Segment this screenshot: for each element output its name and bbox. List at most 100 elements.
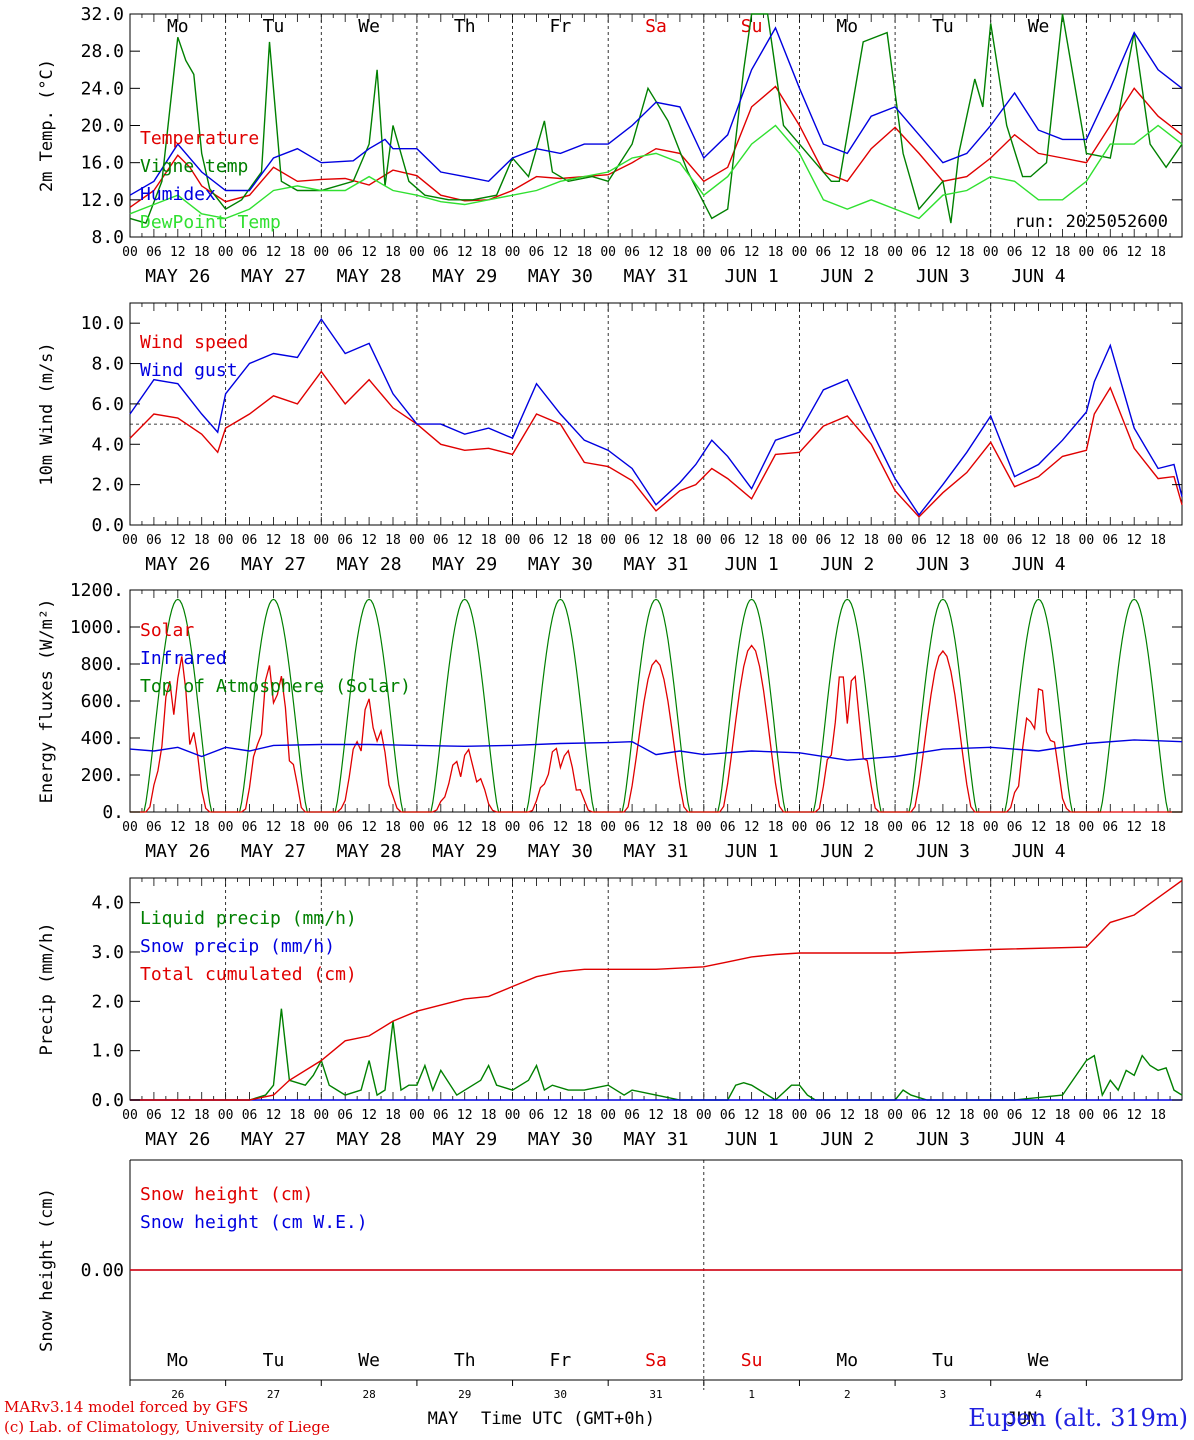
panel-2-hour-label: 06	[242, 533, 258, 548]
panel-1-hour-label: 00	[313, 245, 329, 260]
panel-1-date-label: MAY 31	[623, 266, 688, 287]
panel-1-day-abbr: Mo	[836, 16, 858, 37]
panel-1-legend-item: Vigne temp	[140, 156, 248, 177]
panel-3-hour-label: 06	[337, 820, 353, 835]
panel-1-hour-label: 18	[385, 245, 401, 260]
panel-1-hour-label: 12	[457, 245, 473, 260]
panel-1-date-label: MAY 27	[241, 266, 306, 287]
panel-2-hour-label: 00	[313, 533, 329, 548]
panel-1-hour-label: 18	[672, 245, 688, 260]
panel-3-hour-label: 12	[361, 820, 377, 835]
infrared-line	[129, 739, 1183, 761]
panel-1-hour-label: 06	[1007, 245, 1023, 260]
panel-1-frame	[129, 13, 1183, 238]
panel-4-hour-label: 06	[337, 1108, 353, 1123]
panel-3-date-label: MAY 27	[241, 841, 306, 862]
panel-2-ytick-label: 4.0	[91, 434, 124, 455]
panel-3-hour-label: 00	[983, 820, 999, 835]
panel-3-hour-label: 12	[648, 820, 664, 835]
panel-3-hour-label: 12	[1126, 820, 1142, 835]
panel-2-hour-label: 18	[1055, 533, 1071, 548]
panel-5-day-abbr: Sa	[645, 1350, 667, 1371]
panel-2-date-label: JUN 1	[725, 554, 779, 575]
panel-2-hour-label: 18	[481, 533, 497, 548]
panel-1-hour-label: 06	[1102, 245, 1118, 260]
panel-2-hour-label: 12	[457, 533, 473, 548]
month-label-jun: JUN	[1007, 1409, 1038, 1429]
panel-1-hour-label: 12	[170, 245, 186, 260]
panel-1-ylabel: 2m Temp. (°C)	[37, 59, 57, 192]
panel-1-hour-label: 12	[553, 245, 569, 260]
panel-1-ytick-label: 8.0	[91, 227, 124, 248]
panel-5-day-abbr: Tu	[932, 1350, 954, 1371]
panel-1-ytick-label: 28.0	[81, 41, 124, 62]
panel-4-hour-label: 12	[266, 1108, 282, 1123]
panel-4-hour-label: 06	[146, 1108, 162, 1123]
panel-3-ylabel: Energy fluxes (W/m²)	[37, 599, 57, 804]
panel-4-hour-label: 18	[863, 1108, 879, 1123]
panel-3-frame	[129, 589, 1183, 813]
panel-4-ytick-label: 3.0	[91, 942, 124, 963]
panel-4-hour-label: 00	[983, 1108, 999, 1123]
panel-1-hour-label: 12	[744, 245, 760, 260]
panel-3-hour-label: 00	[1079, 820, 1095, 835]
panel-1-hour-label: 12	[266, 245, 282, 260]
panel-3-hour-label: 06	[242, 820, 258, 835]
panel-1-legend-item: Temperature	[140, 128, 259, 149]
panel-4-hour-label: 06	[433, 1108, 449, 1123]
month-label-may: MAY	[428, 1409, 459, 1429]
panel-5-day-number: 30	[554, 1388, 567, 1401]
panel-4-hour-label: 06	[720, 1108, 736, 1123]
panel-3-hour-label: 06	[529, 820, 545, 835]
panel-1-day-abbr: We	[358, 16, 380, 37]
panel-5-day-abbr: Tu	[263, 1350, 285, 1371]
panel-3-hour-label: 18	[768, 820, 784, 835]
panel-3-ytick-label: 200.	[81, 765, 124, 786]
panel-1-ytick-label: 32.0	[81, 4, 124, 25]
panel-2-hour-label: 06	[433, 533, 449, 548]
panel-5-day-number: 2	[844, 1388, 851, 1401]
panel-2-ylabel: 10m Wind (m/s)	[37, 342, 57, 485]
panel-4-date-label: JUN 4	[1011, 1129, 1065, 1150]
panel-4-hour-label: 00	[505, 1108, 521, 1123]
panel-3-hour-label: 00	[409, 820, 425, 835]
panel-4-hour-label: 00	[409, 1108, 425, 1123]
panel-1-hour-label: 00	[1079, 245, 1095, 260]
panel-4-hour-label: 06	[529, 1108, 545, 1123]
panel-2-date-label: JUN 2	[820, 554, 874, 575]
panel-1-hour-label: 00	[122, 245, 138, 260]
panel-4-date-label: JUN 2	[820, 1129, 874, 1150]
panel-3-hour-label: 00	[122, 820, 138, 835]
panel-1-day-abbr: Mo	[167, 16, 189, 37]
panel-5-day-abbr: We	[1028, 1350, 1050, 1371]
panel-3-hour-label: 12	[935, 820, 951, 835]
panel-2-hour-label: 12	[1031, 533, 1047, 548]
panel-5-day-abbr: Fr	[550, 1350, 572, 1371]
panel-3-hour-label: 00	[887, 820, 903, 835]
panel-3-hour-label: 12	[457, 820, 473, 835]
panel-3-date-label: MAY 28	[337, 841, 402, 862]
panel-3-hour-label: 12	[553, 820, 569, 835]
panel-2-hour-label: 00	[600, 533, 616, 548]
panel-2-hour-label: 00	[409, 533, 425, 548]
x-axis-title: Time UTC (GMT+0h)	[481, 1409, 655, 1429]
panel-2-hour-label: 06	[720, 533, 736, 548]
panel-1-hour-label: 00	[505, 245, 521, 260]
panel-3-hour-label: 12	[744, 820, 760, 835]
panel-1-date-label: JUN 2	[820, 266, 874, 287]
panel-1-date-label: MAY 29	[432, 266, 497, 287]
panel-4-legend-item: Snow precip (mm/h)	[140, 936, 335, 957]
panel-4-hour-label: 12	[170, 1108, 186, 1123]
panel-5-day-number: 4	[1035, 1388, 1042, 1401]
panel-1-day-abbr: Su	[741, 16, 763, 37]
panel-4-hour-label: 06	[624, 1108, 640, 1123]
panel-3-ytick-label: 800.	[81, 654, 124, 675]
panel-2-hour-label: 12	[744, 533, 760, 548]
panel-3-hour-label: 18	[194, 820, 210, 835]
panel-1-hour-label: 06	[720, 245, 736, 260]
panel-4-hour-label: 12	[648, 1108, 664, 1123]
panel-2-ytick-label: 2.0	[91, 475, 124, 496]
panel-4-date-label: MAY 26	[145, 1129, 210, 1150]
panel-4-hour-label: 00	[122, 1108, 138, 1123]
